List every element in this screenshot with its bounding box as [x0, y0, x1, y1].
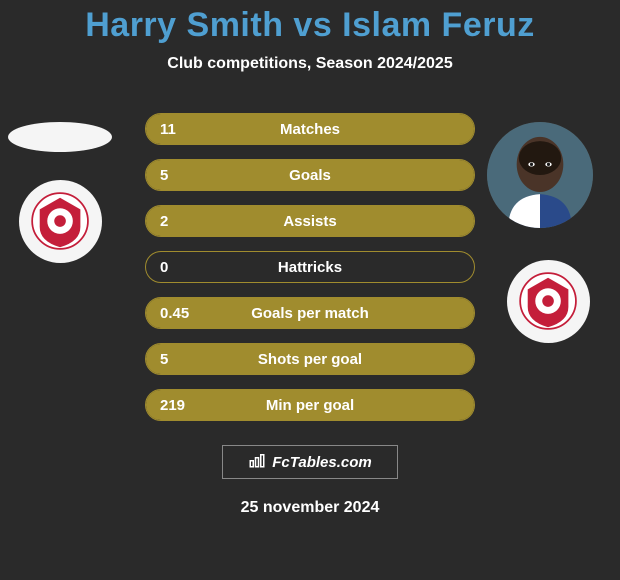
- stat-label: Assists: [146, 213, 474, 230]
- right-player-avatar: [487, 122, 593, 228]
- stat-row: 219Min per goal: [145, 389, 475, 421]
- left-player-avatar: [8, 122, 112, 152]
- player-portrait-icon: [487, 122, 593, 228]
- stat-label: Matches: [146, 121, 474, 138]
- page-title: Harry Smith vs Islam Feruz: [85, 6, 535, 45]
- stat-row: 5Goals: [145, 159, 475, 191]
- svg-text:1879: 1879: [54, 229, 68, 235]
- stat-row: 2Assists: [145, 205, 475, 237]
- right-club-crest: 1879: [507, 260, 590, 343]
- watermark-badge: FcTables.com: [222, 445, 398, 479]
- stat-row: 0.45Goals per match: [145, 297, 475, 329]
- stat-row: 0Hattricks: [145, 251, 475, 283]
- crest-icon: 1879: [31, 192, 89, 250]
- chart-icon: [248, 451, 266, 473]
- stat-label: Goals per match: [146, 305, 474, 322]
- left-club-crest: 1879: [19, 180, 102, 263]
- watermark-text: FcTables.com: [272, 454, 371, 471]
- date-text: 25 november 2024: [241, 499, 380, 517]
- stat-label: Shots per goal: [146, 351, 474, 368]
- stat-label: Goals: [146, 167, 474, 184]
- crest-icon: 1879: [519, 272, 577, 330]
- stats-list: 11Matches 5Goals 2Assists 0Hattricks 0.45Goa…: [145, 113, 475, 421]
- subtitle: Club competitions, Season 2024/2025: [167, 55, 452, 73]
- stat-label: Min per goal: [146, 397, 474, 414]
- stat-label: Hattricks: [146, 259, 474, 276]
- svg-text:1879: 1879: [542, 309, 556, 315]
- stat-row: 5Shots per goal: [145, 343, 475, 375]
- stat-row: 11Matches: [145, 113, 475, 145]
